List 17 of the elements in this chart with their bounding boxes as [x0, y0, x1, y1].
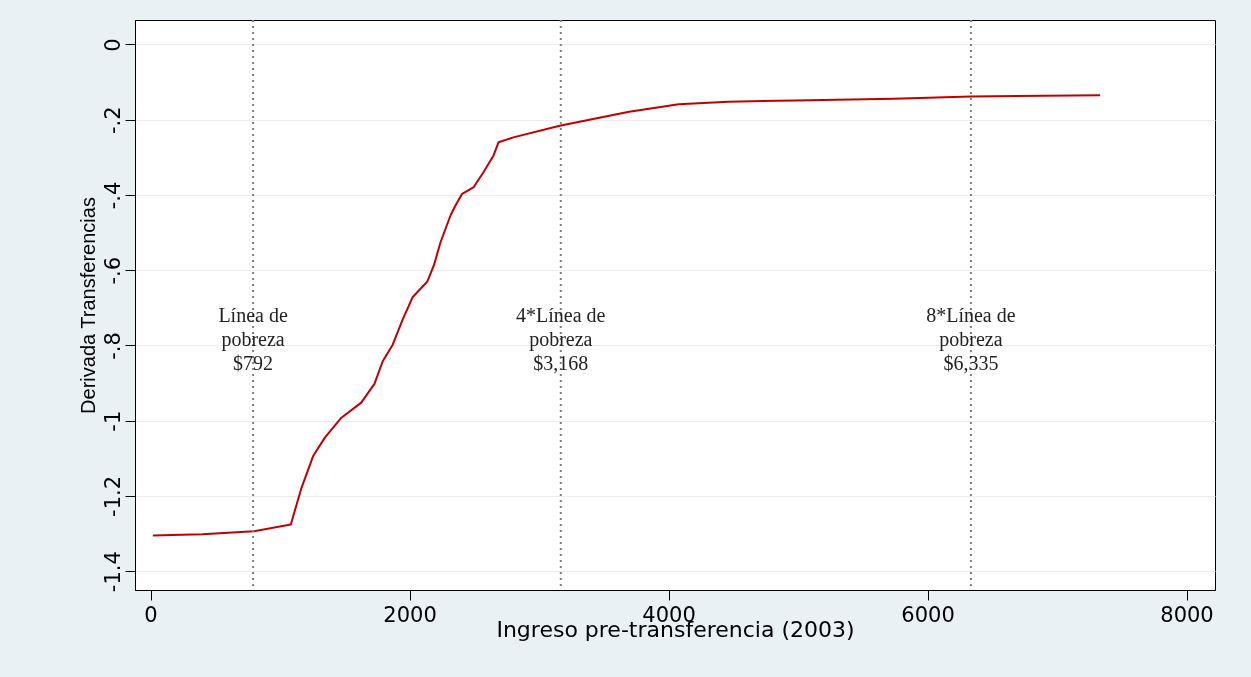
y-tick-label: -1.2 — [100, 475, 125, 517]
ref-line-label: Línea de pobreza $792 — [218, 304, 288, 375]
y-tick-label: -.2 — [100, 106, 125, 135]
y-tick-label: -.8 — [100, 332, 125, 360]
y-tick-label: -1.4 — [100, 551, 125, 593]
ref-line-label: 8*Línea de pobreza $6,335 — [926, 304, 1016, 375]
y-tick-label: -1 — [100, 410, 125, 432]
y-axis-title: Derivada Transferencias — [76, 197, 99, 414]
x-tick-label: 2000 — [383, 602, 437, 627]
x-tick-label: 0 — [144, 602, 158, 627]
x-tick-label: 6000 — [901, 602, 955, 627]
y-tick-label: 0 — [100, 38, 125, 52]
y-tick-label: -.4 — [100, 181, 125, 210]
y-tick-label: -.6 — [100, 256, 125, 285]
x-tick-label: 8000 — [1160, 602, 1214, 627]
line-series — [151, 94, 1102, 537]
ref-line-label: 4*Línea de pobreza $3,168 — [516, 304, 606, 375]
